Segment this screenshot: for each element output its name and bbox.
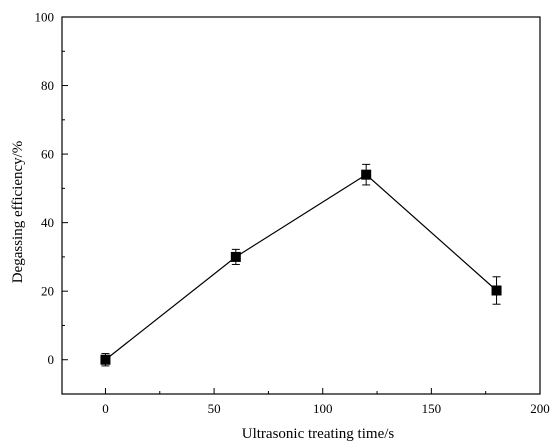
- data-point: [361, 169, 372, 180]
- x-axis-title: Ultrasonic treating time/s: [242, 426, 395, 442]
- y-tick-label: 60: [41, 147, 54, 162]
- y-tick-label: 40: [41, 215, 54, 230]
- x-tick-label: 100: [313, 401, 333, 416]
- y-tick-label: 80: [41, 78, 54, 93]
- x-tick-label: 0: [102, 401, 109, 416]
- y-tick-label: 0: [48, 352, 55, 367]
- plot-frame: [61, 16, 541, 395]
- y-tick-label: 20: [41, 284, 54, 299]
- x-tick-label: 200: [530, 401, 550, 416]
- series-line: [105, 173, 497, 361]
- data-point: [491, 285, 502, 296]
- x-tick-label: 150: [422, 401, 442, 416]
- data-point: [100, 354, 111, 365]
- x-tick-label: 50: [208, 401, 221, 416]
- plot-area: 0 50 100 150 200 0 20 40 60 80 100: [35, 10, 550, 417]
- data-point: [230, 251, 241, 262]
- y-tick-label: 100: [35, 10, 55, 25]
- y-axis-title: Degassing efficiency/%: [10, 141, 26, 284]
